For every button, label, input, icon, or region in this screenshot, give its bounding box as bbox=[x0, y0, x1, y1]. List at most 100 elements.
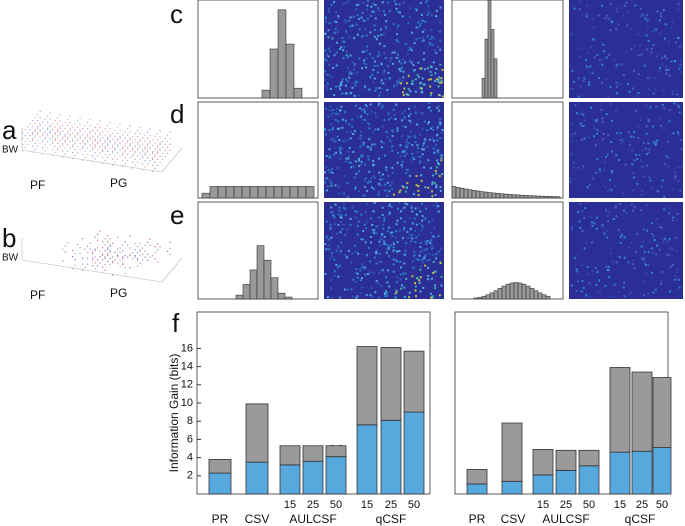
heatmap-cell bbox=[385, 169, 388, 172]
heatmap-cell bbox=[395, 291, 398, 294]
heatmap-cell bbox=[434, 193, 437, 196]
histogram-bar bbox=[451, 186, 457, 199]
heatmap-cell bbox=[328, 156, 331, 159]
heatmap-cell bbox=[646, 229, 649, 232]
heatmap-cell bbox=[671, 93, 674, 96]
heatmap-cell bbox=[411, 31, 414, 34]
heatmap-cell bbox=[413, 250, 416, 253]
dot bbox=[139, 152, 141, 154]
dot bbox=[134, 133, 136, 135]
heatmap-cell bbox=[631, 263, 634, 266]
heatmap-cell bbox=[665, 65, 668, 68]
heatmap-cell bbox=[431, 295, 434, 298]
heatmap-cell bbox=[346, 195, 349, 198]
heatmap-cell bbox=[661, 179, 664, 182]
heatmap-cell bbox=[678, 46, 681, 49]
heatmap-cell bbox=[372, 271, 375, 274]
dot bbox=[89, 138, 91, 140]
heatmap-cell bbox=[589, 216, 592, 219]
dot bbox=[159, 142, 161, 144]
heatmap-cell bbox=[340, 105, 343, 108]
dot bbox=[69, 115, 71, 117]
heatmap-cell bbox=[437, 80, 440, 83]
heatmap-cell bbox=[656, 139, 659, 142]
heatmap-cell bbox=[647, 142, 650, 145]
heatmap-cell bbox=[440, 154, 443, 157]
histogram-bar bbox=[555, 196, 561, 199]
histogram-bar bbox=[533, 290, 539, 300]
heatmap-cell bbox=[364, 119, 367, 122]
dot bbox=[117, 256, 119, 258]
heatmap-cell bbox=[420, 40, 423, 43]
heatmap-cell bbox=[365, 57, 368, 60]
heatmap-cell bbox=[373, 210, 376, 213]
dot bbox=[132, 149, 134, 151]
histogram-bar bbox=[269, 48, 279, 99]
heatmap-cell bbox=[357, 159, 360, 162]
heatmap-cell bbox=[354, 63, 357, 66]
heatmap-cell bbox=[366, 113, 369, 116]
heatmap-cell bbox=[359, 279, 362, 282]
heatmap-cell bbox=[328, 179, 331, 182]
dot bbox=[117, 236, 119, 238]
heatmap-cell bbox=[379, 91, 382, 94]
heatmap-cell bbox=[606, 14, 609, 17]
heatmap-cell bbox=[335, 85, 338, 88]
heatmap-cell bbox=[359, 107, 362, 110]
heatmap-cell bbox=[672, 90, 675, 93]
heatmap-cell bbox=[640, 193, 643, 196]
dot bbox=[62, 130, 64, 132]
heatmap-cell bbox=[679, 44, 682, 47]
histogram-bar bbox=[547, 196, 553, 199]
heatmap-cell bbox=[335, 151, 338, 154]
dot bbox=[162, 158, 164, 160]
dot bbox=[94, 158, 96, 160]
heatmap-cell bbox=[411, 222, 414, 225]
heatmap-cell bbox=[324, 17, 327, 20]
heatmap-cell bbox=[413, 42, 416, 45]
heatmap-cell bbox=[333, 223, 336, 226]
heatmap-cell bbox=[344, 288, 347, 291]
dot bbox=[142, 253, 144, 255]
heatmap-cell bbox=[327, 7, 330, 10]
heatmap-cell bbox=[415, 26, 418, 29]
heatmap-cell bbox=[366, 4, 369, 7]
heatmap-cell bbox=[384, 78, 387, 81]
heatmap-cell bbox=[354, 84, 357, 87]
heatmap-cell bbox=[381, 1, 384, 4]
panel-letter: e bbox=[170, 200, 184, 230]
heatmap-cell bbox=[607, 17, 610, 20]
heatmap-cell bbox=[338, 209, 341, 212]
heatmap-cell bbox=[375, 251, 378, 254]
heatmap-cell bbox=[340, 220, 343, 223]
heatmap-cell bbox=[433, 37, 436, 40]
dot bbox=[49, 130, 51, 132]
heatmap-cell bbox=[406, 152, 409, 155]
heatmap-cell bbox=[380, 79, 383, 82]
heatmap-cell bbox=[384, 25, 387, 28]
heatmap-cell bbox=[370, 110, 373, 113]
dot bbox=[67, 132, 69, 134]
dot bbox=[152, 151, 154, 153]
heatmap-cell bbox=[324, 70, 327, 73]
heatmap-cell bbox=[581, 14, 584, 17]
heatmap-cell bbox=[381, 238, 384, 241]
heatmap-cell bbox=[394, 258, 397, 261]
histogram-bar bbox=[281, 186, 291, 199]
heatmap-cell bbox=[344, 207, 347, 210]
dot bbox=[157, 164, 159, 166]
heatmap-cell bbox=[596, 53, 599, 56]
heatmap-cell bbox=[325, 235, 328, 238]
heatmap-cell bbox=[436, 139, 439, 142]
heatmap-cell bbox=[407, 237, 410, 240]
heatmap-cell bbox=[337, 266, 340, 269]
heatmap-cell bbox=[431, 183, 434, 186]
dot bbox=[134, 249, 136, 251]
heatmap-cell bbox=[361, 50, 364, 53]
heatmap-cell bbox=[349, 54, 352, 57]
heatmap-cell bbox=[334, 140, 337, 143]
heatmap-cell bbox=[421, 202, 424, 205]
dot bbox=[112, 260, 114, 262]
heatmap-cell bbox=[439, 154, 442, 157]
dot bbox=[129, 151, 131, 153]
